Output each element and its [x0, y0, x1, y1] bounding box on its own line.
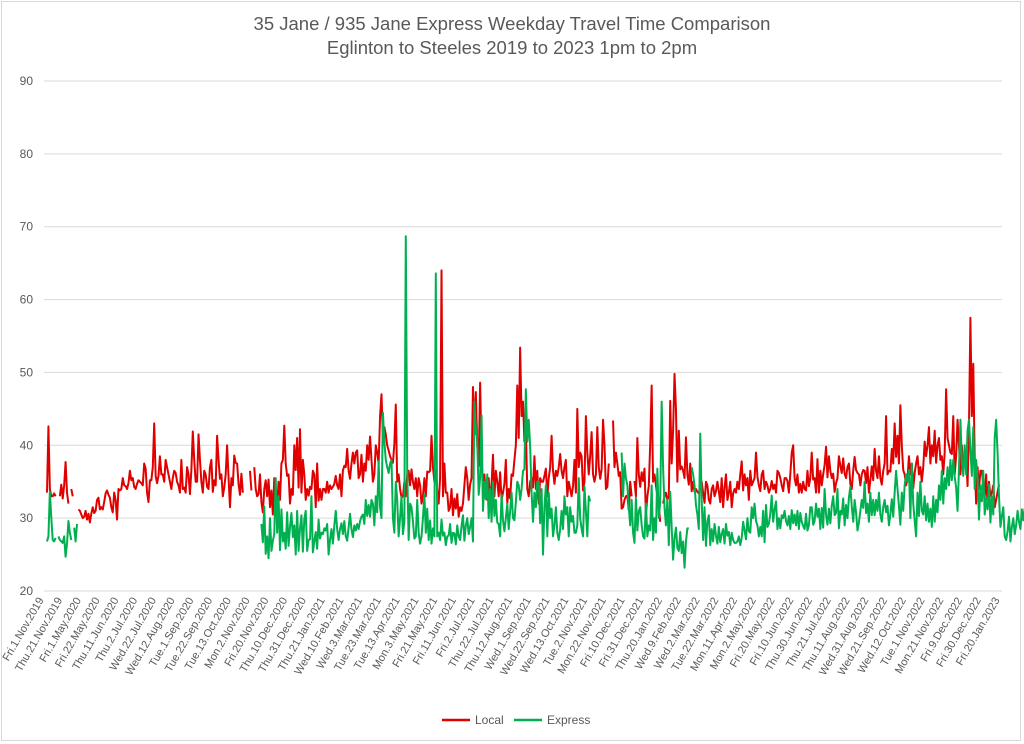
y-tick-label: 80 [20, 147, 34, 161]
y-tick-label: 70 [20, 220, 34, 234]
x-axis: Fri.1.Nov.2019Thu.21.Nov.2019Fri.1.May.2… [1, 595, 1003, 677]
y-tick-label: 30 [20, 511, 34, 525]
chart-title: 35 Jane / 935 Jane Express Weekday Trave… [253, 13, 771, 34]
y-tick-label: 40 [20, 438, 34, 452]
series-line-local [46, 269, 1000, 524]
y-tick-label: 50 [20, 365, 34, 379]
plot-area [46, 235, 1024, 569]
gridlines [44, 80, 1002, 592]
y-tick-label: 60 [20, 293, 34, 307]
legend: Local Express [442, 713, 590, 727]
y-axis: 20 30 40 50 60 70 80 90 [20, 74, 34, 598]
legend-label-local: Local [475, 713, 504, 727]
series-line-express [46, 235, 1024, 569]
chart-subtitle: Eglinton to Steeles 2019 to 2023 1pm to … [326, 37, 698, 58]
y-tick-label: 90 [20, 74, 34, 88]
chart-title-block: 35 Jane / 935 Jane Express Weekday Trave… [0, 12, 1024, 60]
y-tick-label: 20 [20, 584, 34, 598]
legend-label-express: Express [547, 713, 590, 727]
